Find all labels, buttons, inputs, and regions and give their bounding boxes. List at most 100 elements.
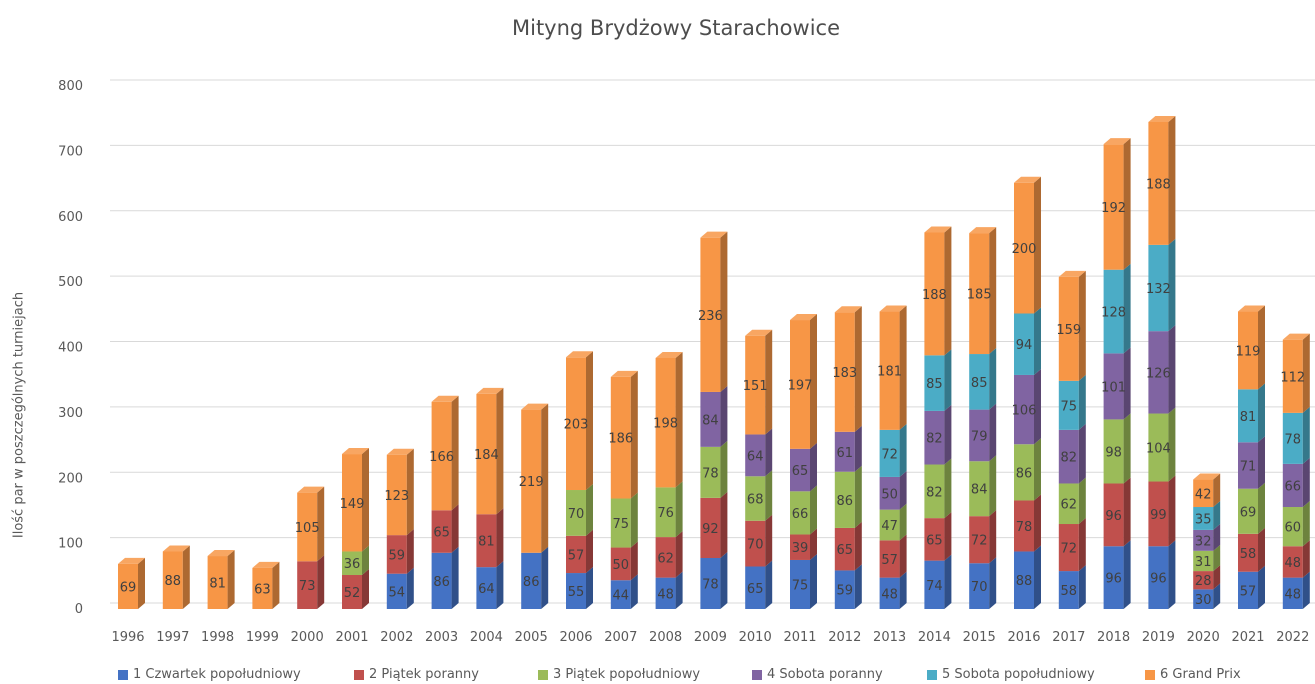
bar-segment-side: [944, 512, 952, 561]
bar-top: [834, 306, 862, 313]
bar-segment: [790, 448, 810, 492]
bar-segment: [924, 355, 945, 411]
bar-segment-side: [317, 555, 325, 609]
bar-segment-side: [944, 554, 952, 609]
bar-segment: [386, 454, 407, 536]
bar-segment-side: [675, 481, 683, 538]
x-tick-label: 2005: [515, 630, 548, 645]
bar-segment-side: [1034, 307, 1041, 375]
x-tick-label: 1998: [201, 630, 234, 645]
bar-segment-side: [765, 514, 773, 567]
data-label: 64: [747, 449, 764, 464]
bar-segment: [834, 431, 855, 472]
bar-segment: [924, 232, 945, 356]
bar-segment-side: [899, 503, 907, 541]
bar-segment: [924, 410, 945, 465]
bar-segment-side: [675, 351, 683, 488]
data-label: 84: [702, 413, 719, 428]
data-label: 119: [1236, 344, 1261, 359]
data-label: 106: [1012, 404, 1037, 419]
bar-segment: [252, 567, 273, 609]
data-label: 65: [926, 533, 943, 548]
bar-segment: [1148, 546, 1169, 609]
bar-segment-side: [899, 571, 907, 609]
bar-segment-side: [272, 561, 280, 609]
bar-segment: [1103, 353, 1124, 420]
bar-segment-side: [1302, 501, 1310, 547]
bar-segment-side: [1034, 545, 1041, 609]
bar-segment: [969, 233, 990, 355]
data-label: 78: [702, 578, 719, 593]
bar-top: [1103, 138, 1131, 145]
bar-segment-side: [1213, 473, 1221, 508]
bar-segment-side: [1213, 544, 1221, 572]
bar-segment-side: [675, 531, 683, 578]
bar-segment-side: [1302, 333, 1310, 413]
bar-segment-side: [1168, 325, 1176, 414]
legend-label: 5 Sobota popołudniowy: [942, 667, 1095, 682]
bar-segment-side: [810, 553, 817, 609]
bar-segment-side: [899, 534, 907, 578]
bar-segment: [431, 401, 452, 511]
bar-segment-side: [1034, 176, 1041, 314]
bar-segment-side: [989, 348, 997, 410]
bar-segment-side: [1034, 438, 1041, 501]
bar-segment-side: [765, 470, 773, 521]
bar-segment-side: [227, 550, 235, 609]
bar-segment: [162, 551, 183, 609]
data-label: 59: [837, 584, 854, 599]
bar-segment-side: [1302, 540, 1310, 578]
bar-segment: [566, 573, 586, 609]
bar-segment: [834, 471, 855, 528]
bar-segment: [1282, 412, 1303, 464]
data-label: 57: [568, 548, 585, 563]
bar-segment-side: [1123, 138, 1131, 270]
bar-segment: [566, 357, 586, 491]
data-label: 52: [344, 586, 361, 601]
bar-top: [476, 387, 504, 394]
bar-segment: [745, 476, 766, 521]
x-tick-label: 2010: [739, 630, 772, 645]
bar-top: [655, 351, 683, 358]
bar-segment: [610, 376, 631, 499]
bar-segment: [118, 563, 138, 609]
bar-segment-side: [989, 403, 997, 462]
bar-segment-side: [451, 395, 459, 511]
bar-segment: [342, 575, 362, 609]
bar-segment-side: [1078, 565, 1086, 609]
bar-segment-side: [586, 351, 593, 491]
bar-segment: [879, 429, 900, 477]
bar-segment: [1282, 339, 1303, 413]
legend-item: 3 Piątek popołudniowy: [538, 667, 700, 682]
data-label: 39: [792, 541, 809, 556]
data-label: 132: [1146, 282, 1171, 297]
legend-swatch: [927, 669, 937, 680]
bar-segment: [476, 567, 497, 609]
bar-segment-side: [765, 329, 773, 435]
bar-segment-side: [1123, 263, 1131, 354]
data-label: 78: [1285, 432, 1302, 447]
bar-segment: [969, 516, 990, 564]
bar-segment-side: [675, 571, 683, 609]
bar-segment: [610, 547, 631, 581]
x-tick-label: 2001: [335, 630, 368, 645]
bar-segment: [834, 527, 855, 571]
data-label: 183: [832, 366, 857, 381]
data-label: 94: [1016, 338, 1033, 353]
bar-segment: [566, 490, 586, 536]
bar-segment-side: [630, 492, 638, 548]
bar-segment-side: [362, 545, 369, 576]
data-label: 101: [1101, 380, 1126, 395]
data-label: 200: [1012, 242, 1037, 257]
bar-segment: [700, 497, 721, 559]
bar-segment: [790, 320, 810, 449]
data-label: 159: [1056, 323, 1081, 338]
bar-segment-side: [944, 226, 952, 356]
bar-top: [207, 550, 235, 557]
bar-segment: [1014, 444, 1034, 501]
bar-segment-side: [586, 529, 593, 574]
legend-swatch: [354, 669, 364, 680]
data-label: 78: [1016, 520, 1033, 535]
bar-segment: [879, 509, 900, 541]
data-label: 149: [340, 497, 365, 512]
